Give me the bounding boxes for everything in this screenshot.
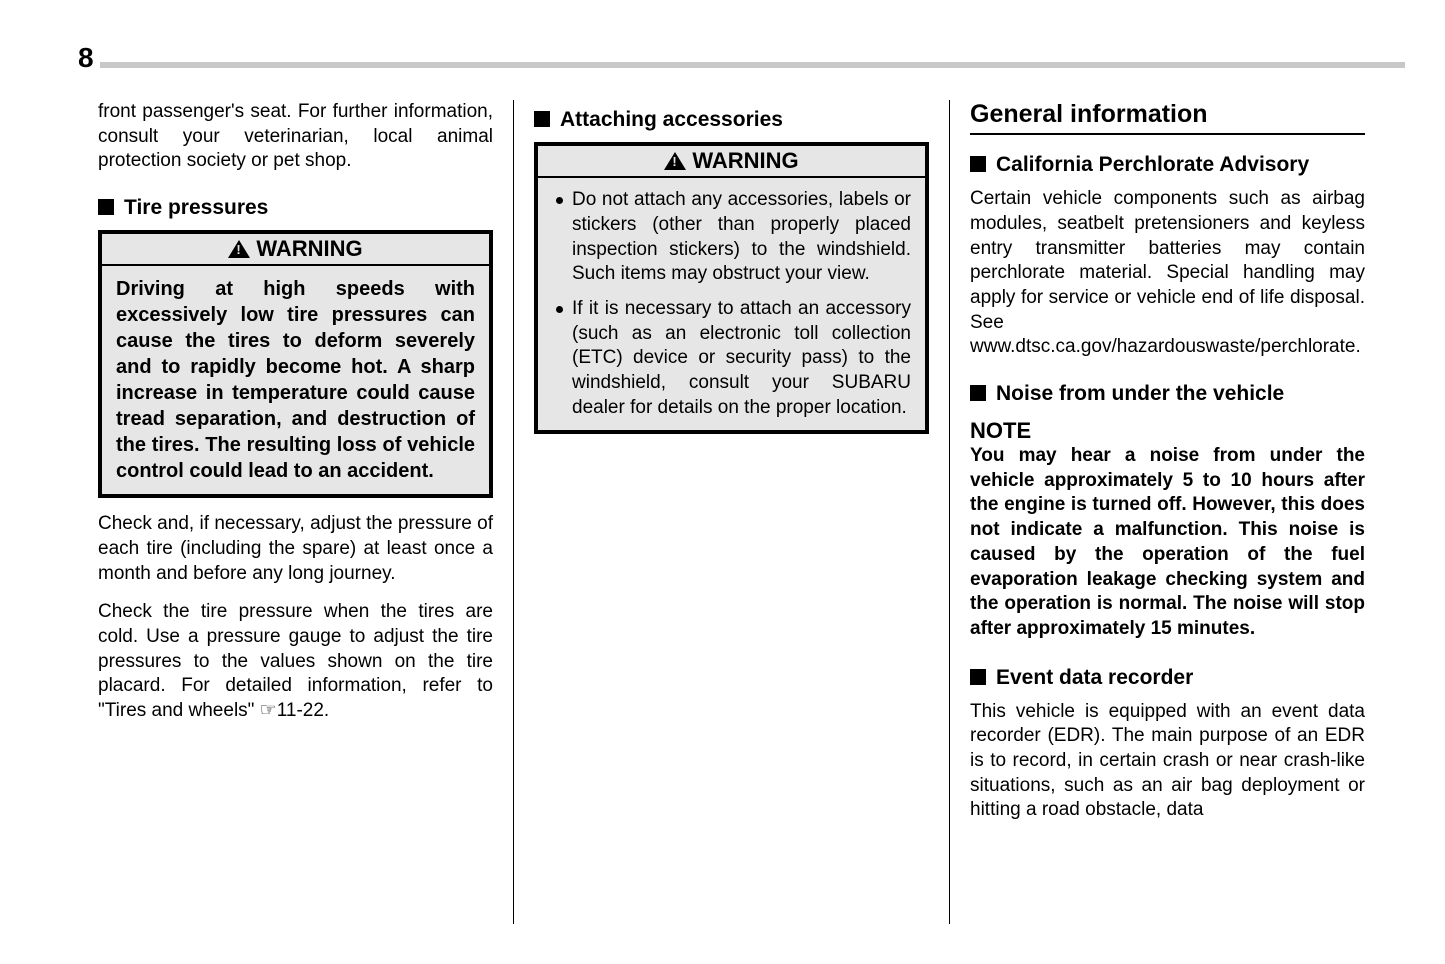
column-3: General information California Perchlora… <box>949 100 1385 924</box>
note-label: NOTE <box>970 418 1365 444</box>
square-bullet-icon <box>970 385 986 401</box>
warning-header: WARNING <box>538 146 925 178</box>
square-bullet-icon <box>534 111 550 127</box>
accessories-warning-box: WARNING Do not attach any accessories, l… <box>534 142 929 434</box>
page-number: 8 <box>78 42 94 74</box>
column-1: front passenger's seat. For further info… <box>78 100 513 924</box>
attaching-accessories-heading: Attaching accessories <box>534 108 929 132</box>
warning-bullet-list: Do not attach any accessories, labels or… <box>538 178 925 430</box>
heading-text: California Perchlorate Advisory <box>996 153 1309 177</box>
warning-bullet-2: If it is necessary to attach an accessor… <box>552 297 911 420</box>
tire-warning-box: WARNING Driving at high speeds with exce… <box>98 230 493 498</box>
warning-label: WARNING <box>256 236 362 262</box>
warning-triangle-icon <box>228 240 250 258</box>
heading-text: Attaching accessories <box>560 108 783 132</box>
square-bullet-icon <box>970 669 986 685</box>
warning-triangle-icon <box>664 152 686 170</box>
california-paragraph: Certain vehicle components such as airba… <box>970 187 1365 360</box>
edr-heading: Event data recorder <box>970 666 1365 690</box>
noise-heading: Noise from under the vehicle <box>970 382 1365 406</box>
warning-label: WARNING <box>692 148 798 174</box>
heading-text: Event data recorder <box>996 666 1193 690</box>
note-body: You may hear a noise from under the vehi… <box>970 444 1365 642</box>
check-pressure-paragraph: Check and, if necessary, adjust the pres… <box>98 512 493 586</box>
general-information-heading: General information <box>970 100 1365 135</box>
cold-tire-paragraph: Check the tire pressure when the tires a… <box>98 600 493 723</box>
edr-paragraph: This vehicle is equipped with an event d… <box>970 700 1365 823</box>
column-container: front passenger's seat. For further info… <box>78 100 1385 924</box>
square-bullet-icon <box>970 156 986 172</box>
column-2: Attaching accessories WARNING Do not att… <box>513 100 949 924</box>
square-bullet-icon <box>98 199 114 215</box>
heading-text: Tire pressures <box>124 196 268 220</box>
warning-header: WARNING <box>102 234 489 266</box>
intro-paragraph: front passenger's seat. For further info… <box>98 100 493 174</box>
tire-pressures-heading: Tire pressures <box>98 196 493 220</box>
header-rule <box>100 62 1405 68</box>
heading-text: Noise from under the vehicle <box>996 382 1284 406</box>
warning-body-text: Driving at high speeds with excessively … <box>102 266 489 494</box>
california-perchlorate-heading: California Perchlorate Advisory <box>970 153 1365 177</box>
warning-bullet-1: Do not attach any accessories, labels or… <box>552 188 911 287</box>
